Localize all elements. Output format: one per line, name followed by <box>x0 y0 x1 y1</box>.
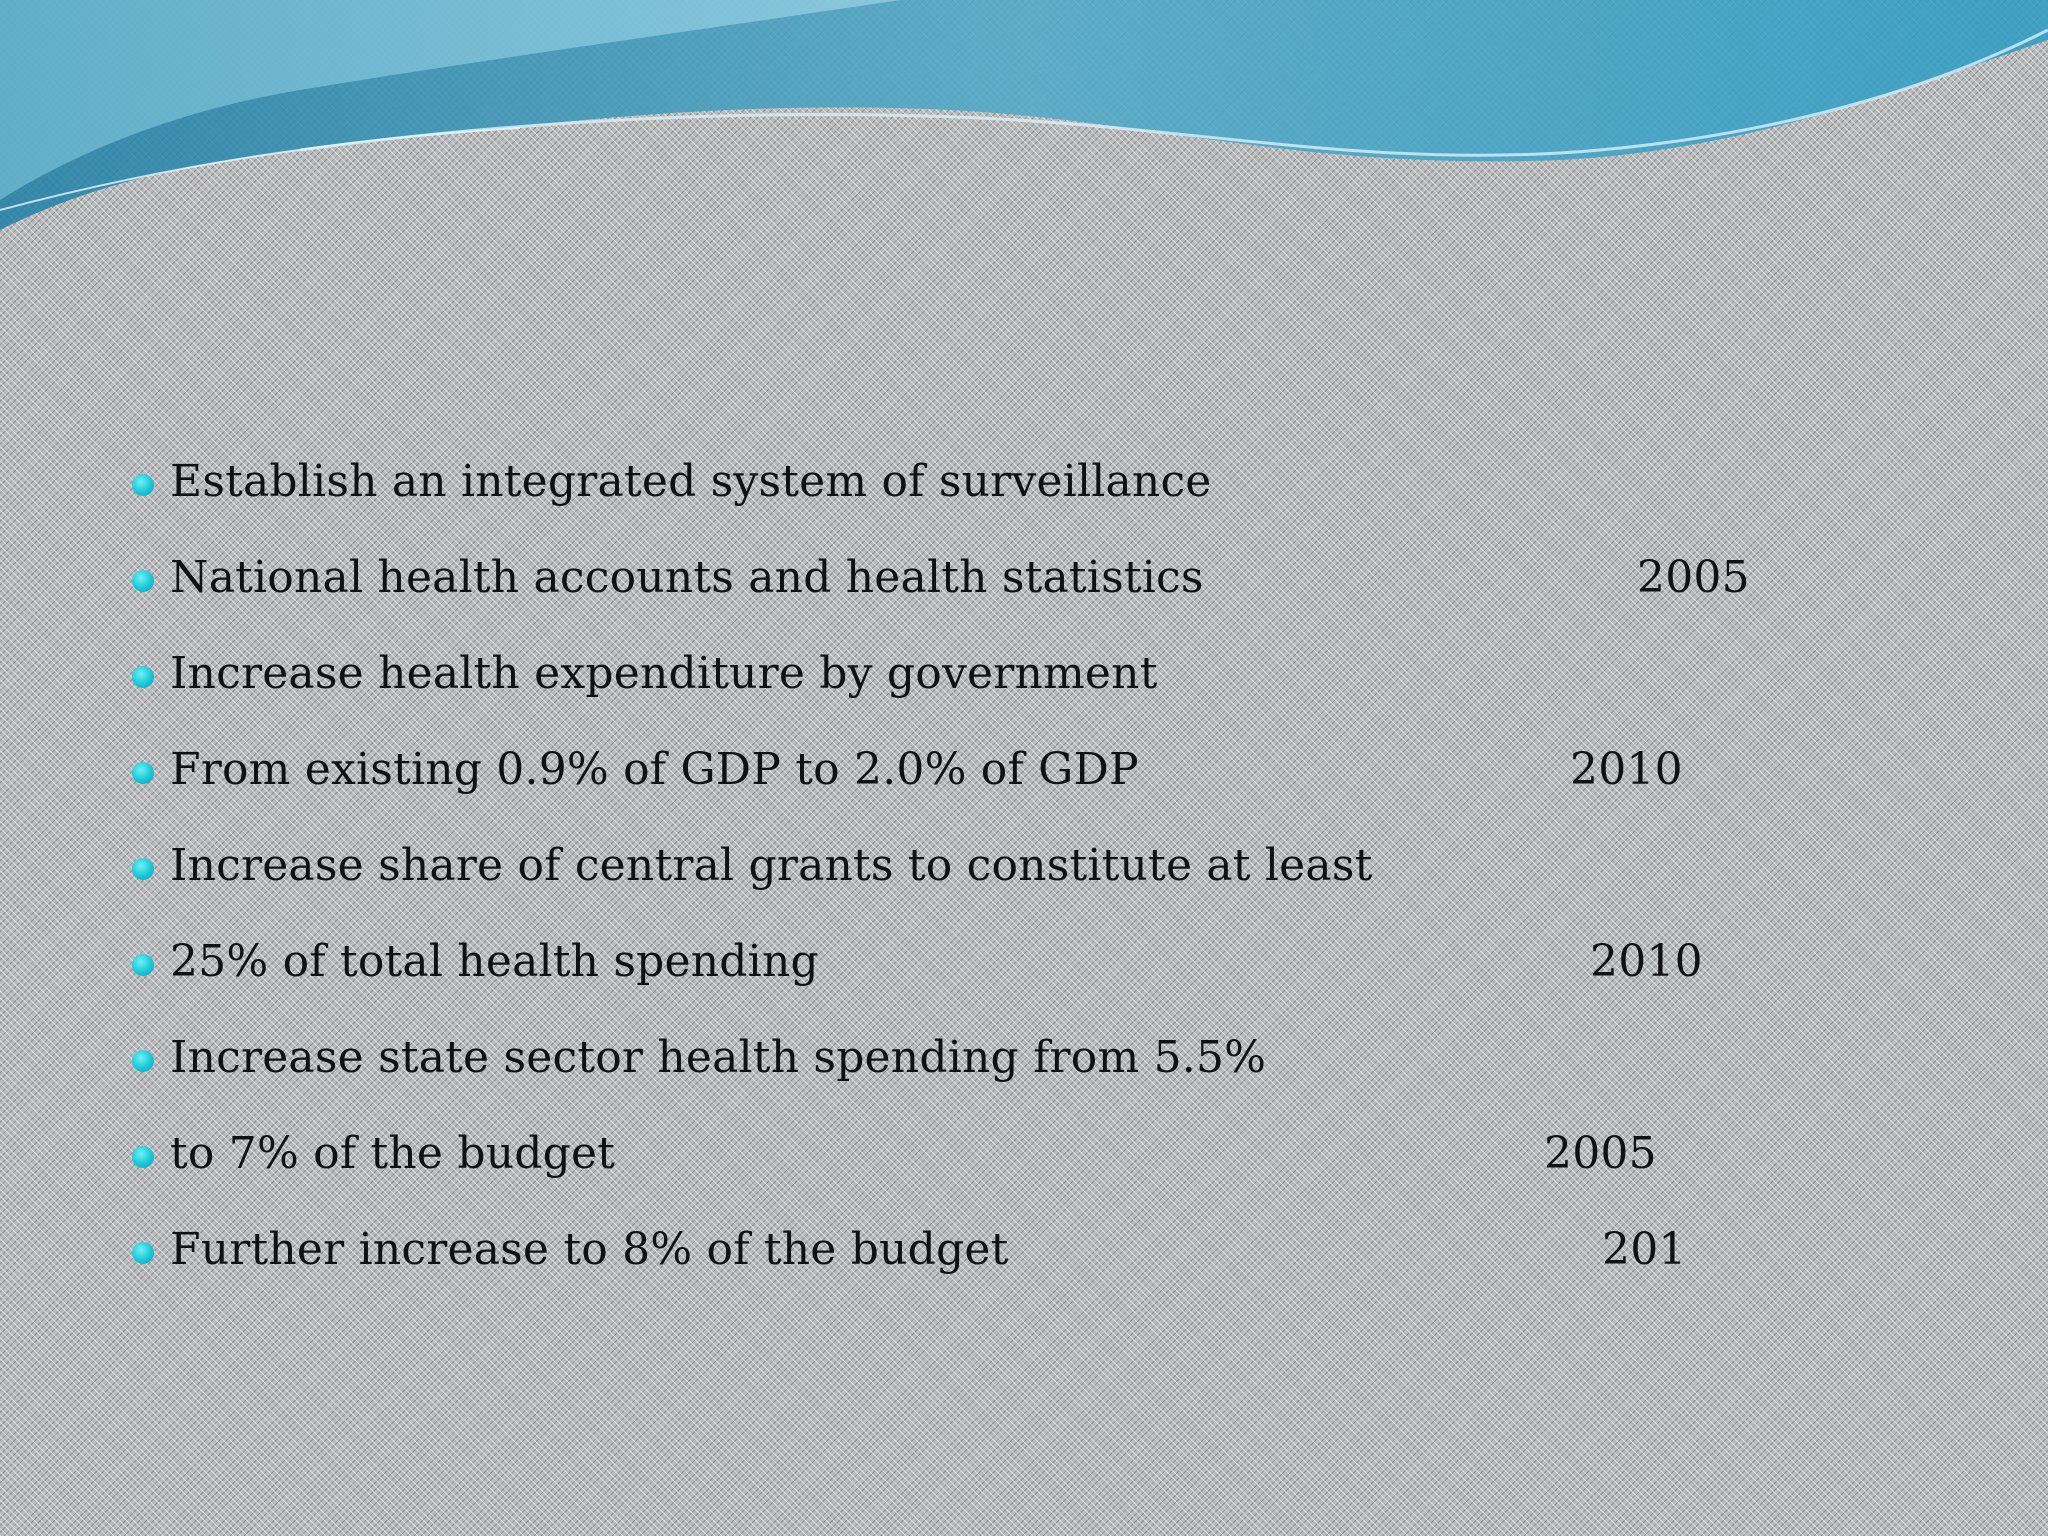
list-item: Increase health expenditure by governmen… <box>132 640 1952 736</box>
bullet-year: 2005 <box>1637 552 1750 603</box>
bullet-dot-icon <box>132 474 154 496</box>
bullet-dot-icon <box>132 762 154 784</box>
bullet-dot-icon <box>132 1242 154 1264</box>
list-item: to 7% of the budget 2005 <box>132 1120 1952 1216</box>
bullet-dot-icon <box>132 666 154 688</box>
bullet-year: 2010 <box>1570 744 1683 795</box>
list-item: From existing 0.9% of GDP to 2.0% of GDP… <box>132 736 1952 832</box>
header-wave-decoration <box>0 0 2048 230</box>
list-item: Increase state sector health spending fr… <box>132 1024 1952 1120</box>
list-item: 25% of total health spending 2010 <box>132 928 1952 1024</box>
bullet-dot-icon <box>132 1146 154 1168</box>
bullet-year: 2005 <box>1544 1128 1657 1179</box>
bullet-text: Further increase to 8% of the budget <box>170 1224 1009 1275</box>
bullet-text: Increase state sector health spending fr… <box>170 1032 1267 1083</box>
list-item: Establish an integrated system of survei… <box>132 448 1952 544</box>
bullet-dot-icon <box>132 858 154 880</box>
bullet-text: to 7% of the budget <box>170 1128 616 1179</box>
bullet-dot-icon <box>132 954 154 976</box>
bullet-text: National health accounts and health stat… <box>170 552 1204 603</box>
list-item: National health accounts and health stat… <box>132 544 1952 640</box>
bullet-text: From existing 0.9% of GDP to 2.0% of GDP <box>170 744 1139 795</box>
bullet-list: Establish an integrated system of survei… <box>132 448 1952 1312</box>
bullet-dot-icon <box>132 1050 154 1072</box>
bullet-text: Increase health expenditure by governmen… <box>170 648 1158 699</box>
bullet-text: Increase share of central grants to cons… <box>170 840 1373 891</box>
bullet-text: Establish an integrated system of survei… <box>170 456 1212 507</box>
list-item: Increase share of central grants to cons… <box>132 832 1952 928</box>
bullet-year: 2010 <box>1590 936 1703 987</box>
bullet-year: 201 <box>1602 1224 1687 1275</box>
list-item: Further increase to 8% of the budget 201 <box>132 1216 1952 1312</box>
bullet-dot-icon <box>132 570 154 592</box>
bullet-text: 25% of total health spending <box>170 936 819 987</box>
